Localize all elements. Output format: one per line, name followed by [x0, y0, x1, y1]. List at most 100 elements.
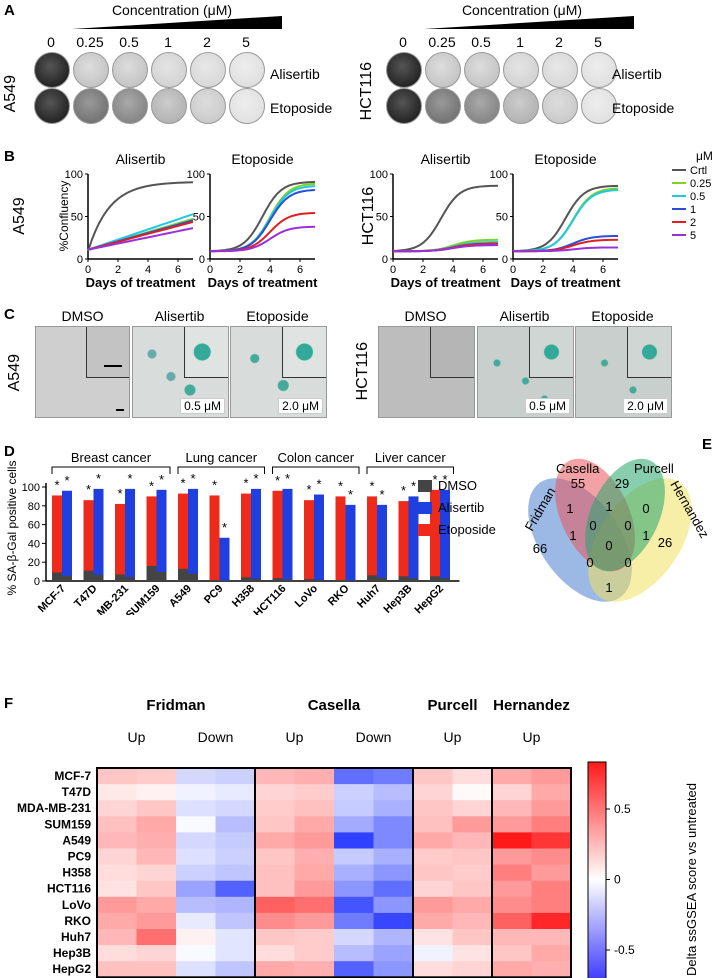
heatmap-cell [136, 816, 177, 833]
heatmap-cell [492, 880, 532, 898]
micrograph-inset [529, 327, 573, 378]
concentration-label: 1 [516, 34, 524, 50]
heatmap-cell [413, 864, 453, 882]
heatmap-cell [452, 961, 493, 978]
x-tick-label: 0 [207, 264, 213, 276]
heatmap-cell [97, 784, 137, 801]
dose-label: 0.5 μM [180, 398, 225, 414]
bar-alisertib [440, 489, 450, 581]
venn-count-cp: 1 [605, 499, 612, 514]
heatmap-cell [294, 912, 335, 930]
legend-label: DMSO [438, 478, 477, 493]
heatmap-cell [334, 864, 374, 882]
venn-count-purcell: 29 [615, 476, 629, 491]
row-label-alisertib-left: Alisertib [270, 66, 320, 82]
bar-etoposide [430, 489, 440, 581]
heatmap-cell [413, 832, 453, 849]
heatmap-cell [215, 896, 256, 914]
heatmap-cell [136, 880, 177, 898]
heatmap-cell [413, 768, 453, 785]
heatmap-cell [294, 768, 335, 785]
significance-star: * [285, 471, 290, 486]
culture-well [425, 88, 461, 124]
bar-dmso [440, 578, 450, 581]
category-label: MCF-7 [36, 583, 68, 615]
heatmap-cell [294, 961, 335, 978]
series-line [209, 185, 316, 253]
heatmap-cell [97, 945, 137, 962]
cell-line-a549: A549 [2, 75, 19, 113]
heatmap-cell [452, 912, 493, 930]
bar-dmso [93, 574, 104, 581]
heatmap-cell [294, 832, 335, 849]
heatmap-cell [334, 768, 374, 785]
group-label: Liver cancer [375, 450, 446, 465]
heatmap-cell [294, 800, 335, 817]
x-tick-label: 0 [85, 264, 91, 276]
group-bracket [366, 466, 454, 474]
heatmap-cell [294, 784, 335, 801]
series-line [512, 188, 619, 253]
row-label: MCF-7 [54, 769, 91, 783]
heatmap-cell [492, 832, 532, 849]
subgroup-header: Down [356, 729, 392, 745]
significance-star: * [54, 477, 59, 492]
significance-star: * [127, 471, 132, 486]
heatmap-cell [452, 880, 493, 898]
heatmap-cell [334, 800, 374, 817]
significance-star: * [253, 471, 258, 486]
group-bracket [272, 466, 360, 474]
bar-alisertib [408, 496, 419, 581]
well-plate-right [384, 52, 624, 142]
venn-count-hernandez: 26 [658, 535, 672, 550]
row-label: HCT116 [47, 882, 91, 896]
legend-label: Crtl [690, 165, 707, 177]
bar-etoposide [209, 495, 220, 581]
bar-dmso [304, 579, 314, 581]
micrograph-hct116-alisertib: 0.5 μM [477, 326, 574, 418]
legend-swatch [418, 480, 432, 492]
colorbar-label: Delta ssGSEA score vs untreated [684, 783, 699, 976]
y-tick-label: 0 [199, 254, 205, 266]
category-label: Hep3B [381, 583, 414, 615]
culture-well [542, 88, 578, 124]
heatmap-cell [413, 961, 453, 978]
heatmap-cell [531, 896, 572, 914]
heatmap-cell [136, 848, 177, 866]
micrograph-a549-etoposide: 2.0 μM [230, 326, 327, 418]
bar-dmso [272, 578, 283, 581]
x-tick-label: 2 [115, 264, 121, 276]
series-line [87, 227, 194, 251]
culture-well [34, 88, 70, 124]
x-axis-label: Days of treatment [208, 275, 318, 290]
heatmap-cell [334, 832, 374, 849]
venn-count-fridman: 66 [533, 541, 547, 556]
bar-etoposide [52, 495, 62, 581]
legend-label: Alisertib [438, 500, 484, 515]
heatmap-cell [255, 784, 295, 801]
heatmap-cell [176, 961, 216, 978]
bar-dmso [125, 577, 135, 581]
y-tick-label: 100 [370, 169, 388, 181]
category-label: A549 [167, 583, 194, 610]
panel-label-c: C [4, 306, 15, 323]
well-plate-left [32, 52, 272, 142]
heatmap-cell [492, 864, 532, 882]
header-etoposide-left: Etoposide [246, 308, 309, 324]
venn-count-fh: 1 [605, 580, 612, 595]
bar-etoposide [178, 493, 188, 581]
colorbar-tick-label: 0 [614, 873, 621, 887]
significance-star: * [117, 486, 122, 501]
y-tick-label: 40 [28, 538, 40, 550]
culture-well [229, 88, 265, 124]
bar-etoposide [115, 503, 125, 581]
culture-well [112, 52, 148, 88]
subgroup-header: Up [444, 729, 462, 745]
heatmap-cell [492, 768, 532, 785]
row-label: RKO [64, 914, 91, 928]
x-tick-label: 0 [510, 264, 516, 276]
category-label: H358 [230, 583, 257, 610]
bar-dmso [178, 568, 188, 581]
venn-count-fph: 0 [586, 555, 593, 570]
